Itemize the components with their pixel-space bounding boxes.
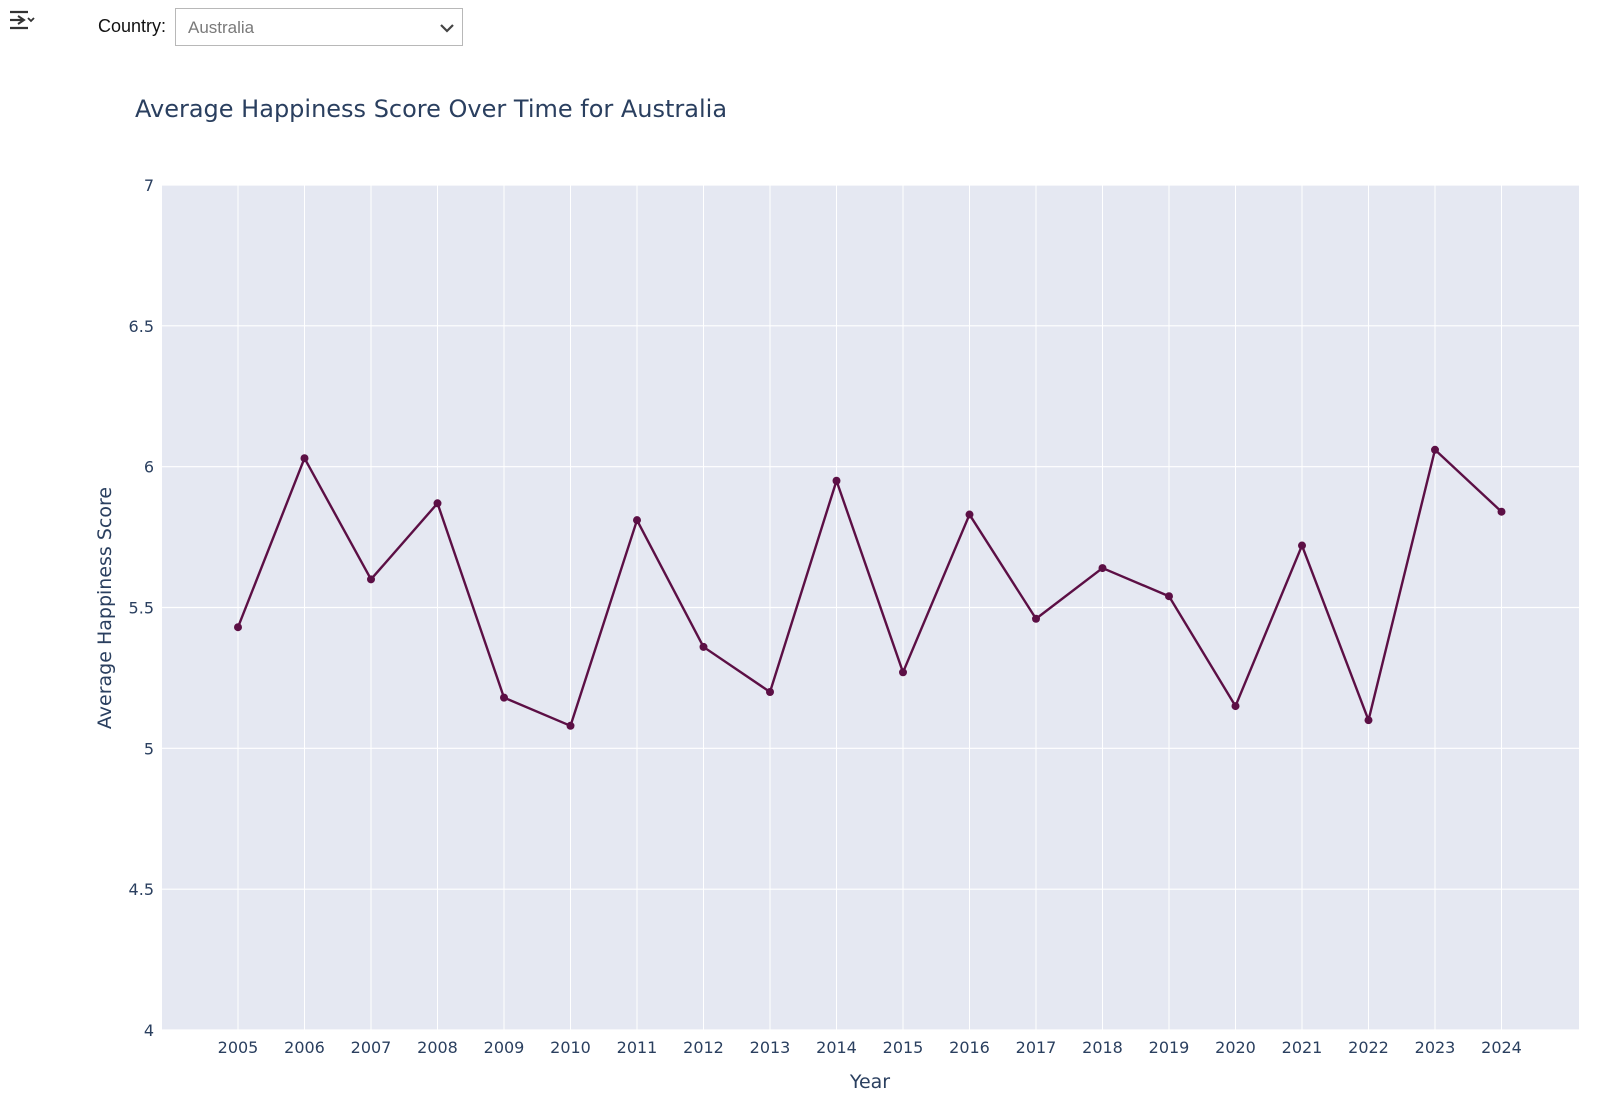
series-layer — [234, 445, 1506, 730]
y-axis-ticks: 4 4.5 5 5.5 6 6.5 7 — [129, 176, 154, 1040]
y-tick-label: 6 — [144, 458, 154, 477]
series-line — [236, 448, 1503, 727]
x-tick-label: 2006 — [284, 1038, 325, 1057]
happiness-line-chart: Average Happiness Score Over Time for Au… — [94, 95, 1579, 1093]
x-tick-label: 2014 — [816, 1038, 857, 1057]
data-point — [1165, 592, 1173, 601]
x-tick-label: 2007 — [351, 1038, 392, 1057]
y-tick-label: 6.5 — [129, 317, 154, 336]
data-point — [300, 454, 309, 463]
data-point — [433, 499, 442, 508]
data-point — [1231, 702, 1240, 711]
data-point — [766, 688, 774, 696]
country-select[interactable]: Australia — [175, 8, 463, 46]
data-point — [1364, 716, 1373, 725]
data-point — [566, 721, 575, 730]
x-tick-label: 2010 — [550, 1038, 591, 1057]
data-point — [1431, 445, 1439, 454]
y-tick-label: 4.5 — [129, 880, 154, 899]
data-point — [899, 668, 907, 677]
chart-title: Average Happiness Score Over Time for Au… — [135, 95, 727, 123]
chevron-down-icon — [438, 19, 456, 37]
data-point — [699, 642, 708, 651]
data-point — [1497, 507, 1506, 516]
x-tick-label: 2024 — [1481, 1038, 1522, 1057]
x-axis-ticks: 2005 2006 2007 2008 2009 2010 2011 2012 2013 2014… — [218, 1038, 1522, 1057]
data-point — [1298, 541, 1306, 550]
data-point — [965, 510, 974, 519]
x-tick-label: 2020 — [1215, 1038, 1256, 1057]
country-select-value: Australia — [188, 18, 255, 37]
data-point — [832, 476, 841, 485]
x-tick-label: 2009 — [484, 1038, 525, 1057]
x-tick-label: 2019 — [1149, 1038, 1190, 1057]
y-tick-label: 7 — [144, 176, 154, 195]
x-tick-label: 2012 — [683, 1038, 724, 1057]
x-tick-label: 2021 — [1282, 1038, 1323, 1057]
collapse-menu-icon[interactable] — [4, 4, 36, 36]
x-tick-label: 2013 — [750, 1038, 791, 1057]
y-axis-label: Average Happiness Score — [94, 487, 116, 729]
x-tick-label: 2017 — [1016, 1038, 1057, 1057]
x-tick-label: 2005 — [218, 1038, 259, 1057]
x-tick-label: 2022 — [1348, 1038, 1389, 1057]
x-tick-label: 2008 — [417, 1038, 458, 1057]
x-tick-label: 2015 — [883, 1038, 924, 1057]
data-point — [1098, 564, 1107, 573]
x-tick-label: 2018 — [1082, 1038, 1123, 1057]
data-point — [234, 623, 242, 632]
data-point — [633, 516, 641, 525]
y-tick-label: 4 — [144, 1021, 154, 1040]
data-point — [367, 575, 375, 584]
country-label: Country: — [98, 16, 167, 36]
y-tick-label: 5 — [144, 739, 154, 758]
grid-lines — [162, 184, 1579, 1031]
x-axis-label: Year — [849, 1071, 890, 1093]
x-tick-label: 2011 — [617, 1038, 658, 1057]
x-tick-label: 2016 — [949, 1038, 990, 1057]
data-point — [1032, 614, 1040, 623]
filter-toolbar: Country: Australia — [0, 0, 1618, 60]
data-point — [500, 693, 508, 702]
x-tick-label: 2023 — [1415, 1038, 1456, 1057]
y-tick-label: 5.5 — [129, 599, 154, 618]
